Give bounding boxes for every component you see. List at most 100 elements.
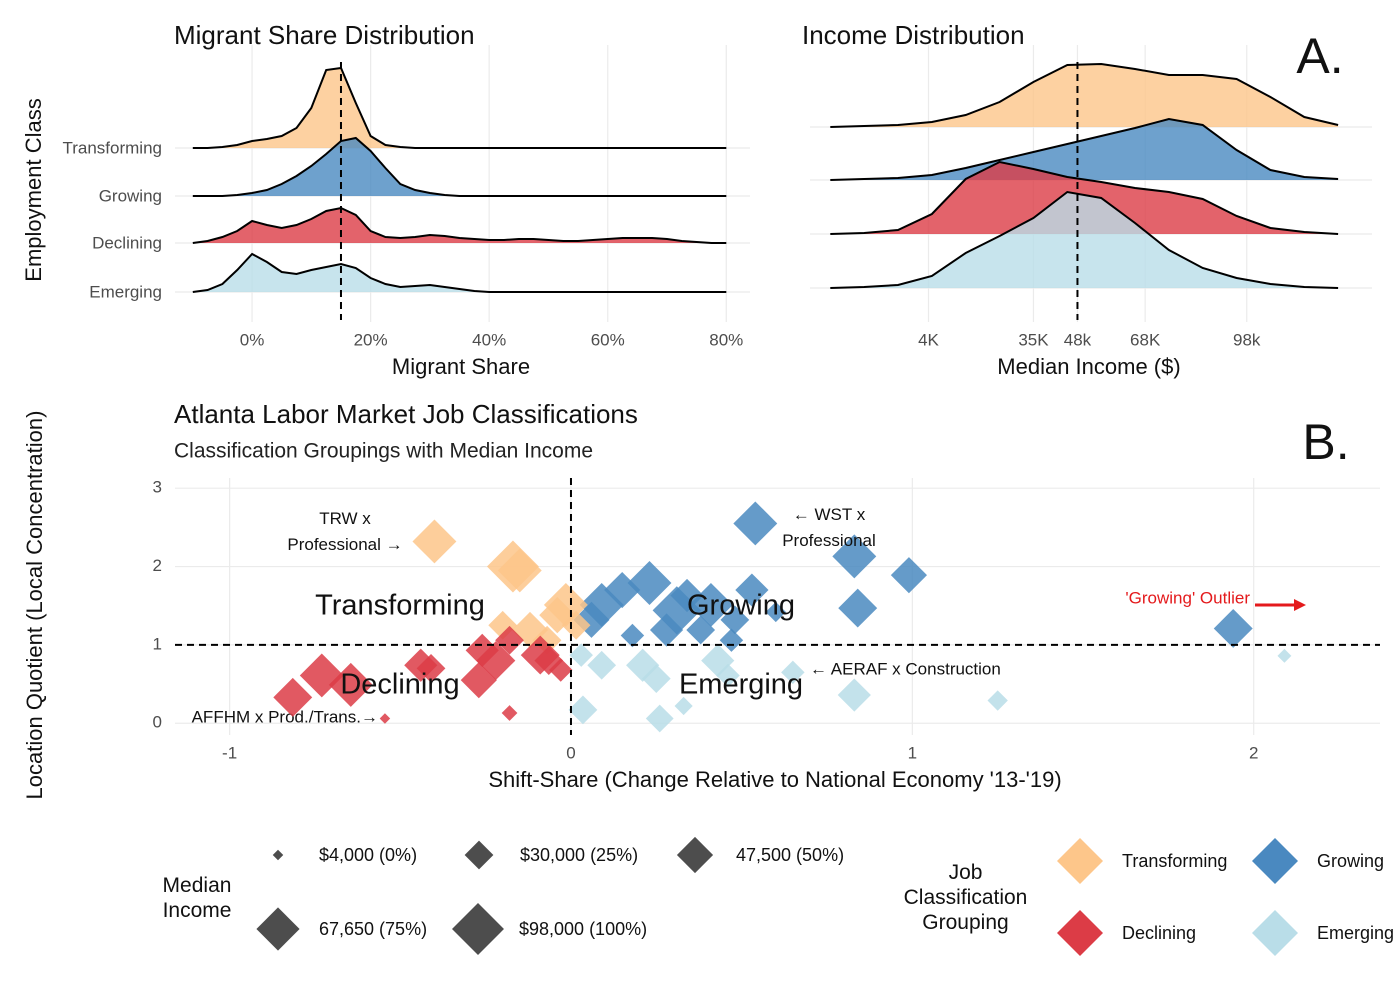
y-tick-label: 3: [153, 478, 162, 497]
point: [620, 623, 645, 648]
point: [674, 696, 693, 716]
point: [686, 615, 716, 645]
density-area: [192, 254, 727, 292]
y-tick-label: 1: [153, 634, 162, 653]
legend-size-key: [452, 903, 504, 955]
density-line: [192, 66, 727, 149]
density-line: [830, 160, 1339, 235]
point: [890, 557, 928, 594]
annotation: AFFHM x Prod./Trans.→: [192, 707, 378, 726]
point: [501, 705, 518, 721]
y-tick-label: 0: [153, 713, 162, 732]
x-axis-label: Shift-Share (Change Relative to National…: [488, 767, 1061, 792]
x-tick-label: -1: [222, 743, 237, 762]
scatter-layer: [273, 501, 1292, 733]
legend-label: Growing: [1317, 851, 1384, 871]
density-line: [830, 117, 1339, 181]
x-axis-label: Migrant Share: [392, 354, 530, 379]
density-line: [830, 62, 1339, 128]
point: [735, 573, 769, 607]
point: [765, 601, 786, 623]
legend-title: Median Income: [162, 874, 232, 922]
legend-label: Declining: [1122, 923, 1196, 943]
point: [495, 625, 524, 655]
point: [627, 561, 672, 605]
legend-label: $4,000 (0%): [319, 845, 417, 865]
legend-label: 67,650 (75%): [319, 919, 427, 939]
annotation: ← AERAF x Construction: [810, 659, 1001, 678]
y-axis-label: Employment Class: [21, 98, 46, 281]
density-area: [830, 119, 1339, 180]
point: [476, 641, 516, 681]
density-area: [192, 208, 727, 243]
x-tick-label: 1: [908, 743, 917, 762]
density-line: [192, 206, 727, 244]
group-label: Declining: [340, 669, 459, 701]
legend-label: $30,000 (25%): [520, 845, 638, 865]
chart-title: Migrant Share Distribution: [174, 20, 475, 50]
point: [838, 588, 878, 628]
legend-size-key: [256, 907, 300, 951]
x-tick-label: 0%: [240, 330, 265, 349]
point: [645, 704, 674, 733]
annotation: TRW x Professional →: [287, 509, 403, 554]
y-tick-label: Emerging: [89, 282, 162, 301]
x-tick-label: 20%: [354, 330, 388, 349]
point: [832, 534, 877, 579]
y-axis-label: Location Quotient (Local Concentration): [22, 411, 47, 800]
annotation: 'Growing' Outlier: [1125, 588, 1250, 607]
annotation: ← WST x Professional: [782, 505, 876, 550]
point: [412, 519, 457, 564]
point: [488, 610, 518, 640]
legend-label: $98,000 (100%): [519, 919, 647, 939]
y-tick-label: 2: [153, 556, 162, 575]
density-line: [192, 252, 727, 293]
chart-title: Income Distribution: [802, 20, 1025, 50]
legend-color-key: [1252, 838, 1298, 884]
point: [568, 695, 598, 725]
point: [1277, 648, 1292, 663]
point: [328, 662, 373, 707]
point: [733, 501, 778, 546]
density-area: [192, 138, 727, 196]
y-tick-label: Declining: [92, 233, 162, 252]
point: [573, 601, 610, 638]
point: [587, 650, 617, 680]
point: [299, 653, 344, 698]
legend-size-key: [272, 849, 284, 861]
point: [1213, 608, 1253, 648]
point: [688, 582, 733, 627]
plot-layer: [192, 62, 1339, 320]
point: [987, 690, 1008, 711]
point: [720, 605, 750, 635]
point: [416, 654, 446, 683]
x-tick-label: 80%: [709, 330, 743, 349]
legend-color-key: [1252, 910, 1298, 956]
x-tick-label: 48k: [1064, 330, 1092, 349]
x-tick-label: 40%: [472, 330, 506, 349]
legend-label: 47,500 (50%): [736, 845, 844, 865]
panel-label: A.: [1296, 28, 1343, 84]
point: [497, 548, 542, 593]
x-tick-label: 0: [566, 743, 575, 762]
point: [719, 628, 744, 652]
x-tick-label: 98k: [1233, 330, 1261, 349]
point: [561, 610, 591, 640]
point: [716, 663, 740, 688]
density-line: [192, 136, 727, 197]
x-axis-label: Median Income ($): [997, 354, 1180, 379]
density-area: [830, 64, 1339, 127]
point: [569, 643, 593, 667]
y-tick-label: Transforming: [62, 138, 162, 157]
x-tick-label: 68K: [1130, 330, 1161, 349]
group-label: Emerging: [679, 669, 803, 701]
panel-label: B.: [1302, 414, 1349, 470]
legend-title: Job Classification Grouping: [903, 861, 1028, 934]
y-tick-label: Growing: [99, 186, 162, 205]
point: [379, 713, 391, 724]
point: [837, 678, 871, 712]
legend-color-key: [1057, 838, 1103, 884]
point: [465, 633, 499, 667]
